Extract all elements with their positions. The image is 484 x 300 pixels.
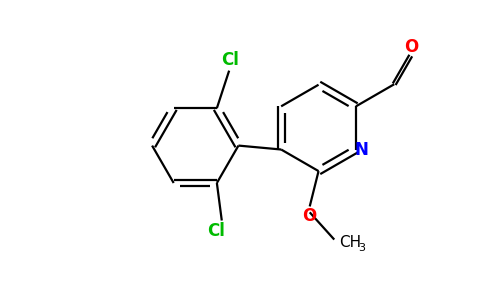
Text: O: O <box>302 207 317 225</box>
Text: Cl: Cl <box>207 222 225 240</box>
Text: 3: 3 <box>358 243 365 254</box>
Text: Cl: Cl <box>221 51 239 69</box>
Text: N: N <box>355 140 369 158</box>
Text: O: O <box>404 38 418 56</box>
Text: CH: CH <box>339 235 361 250</box>
